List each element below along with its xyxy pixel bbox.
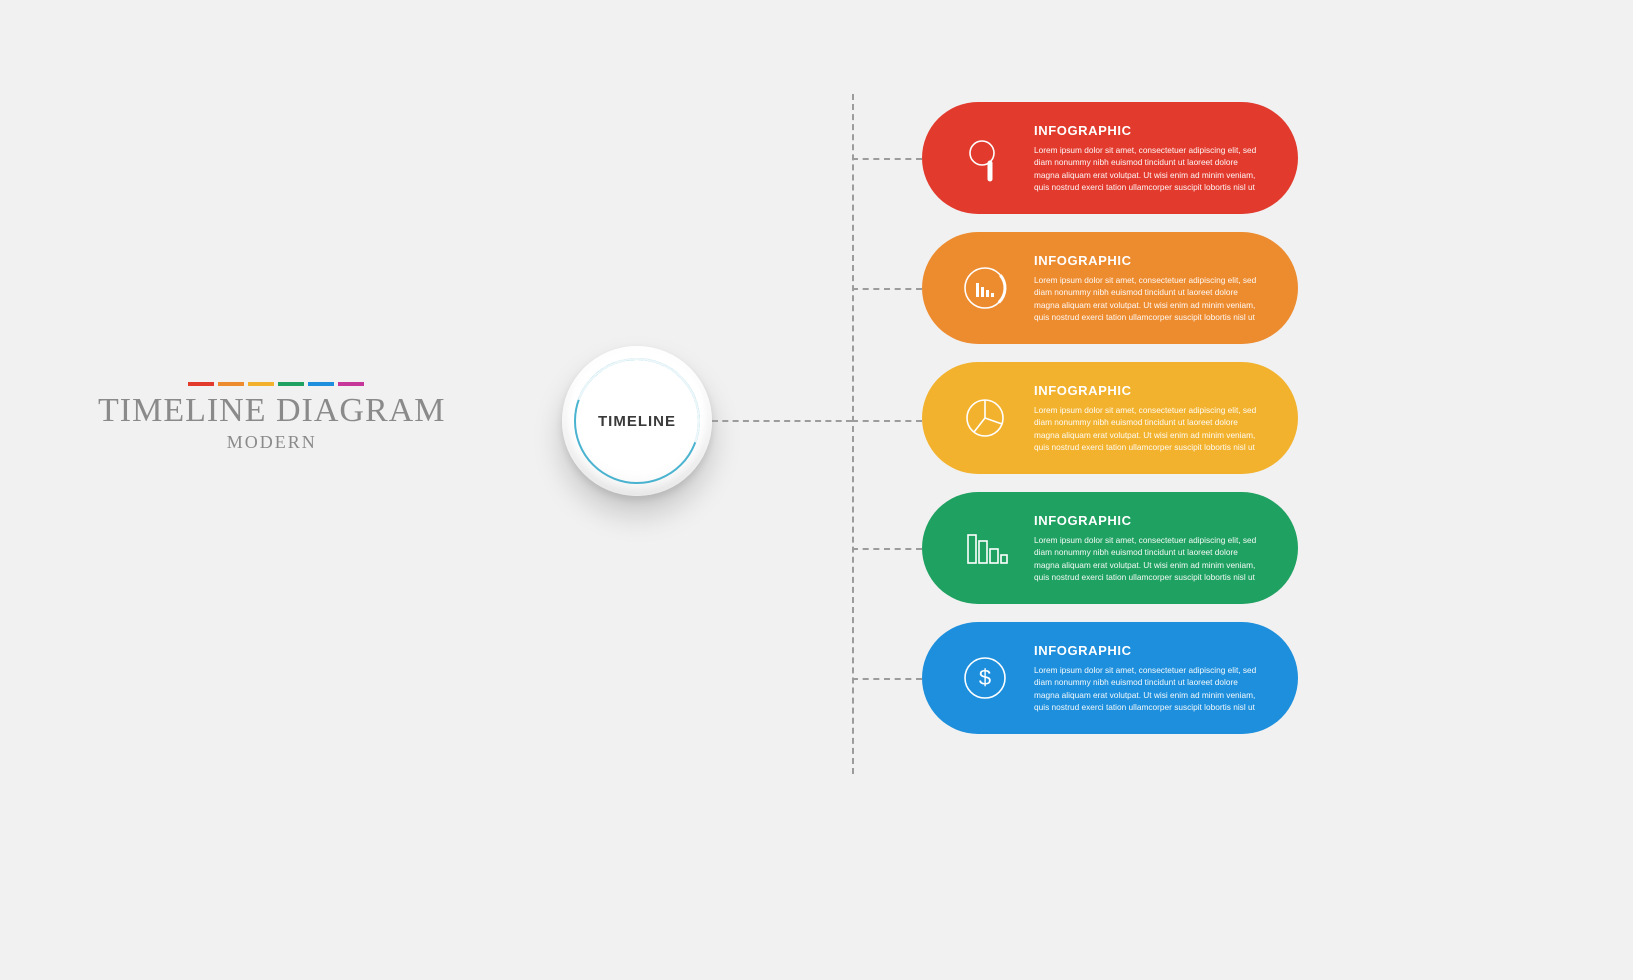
pie-chart-icon [950, 393, 1020, 443]
bar-chart-icon [950, 523, 1020, 573]
strip-seg [188, 382, 214, 386]
infographic-canvas: TIMELINE DIAGRAM MODERN TIMELINE INFOGRA… [0, 0, 1633, 980]
timeline-item: INFOGRAPHIC Lorem ipsum dolor sit amet, … [922, 232, 1298, 344]
item-title: INFOGRAPHIC [1034, 513, 1264, 528]
connector-branch [852, 548, 922, 550]
item-body: Lorem ipsum dolor sit amet, consectetuer… [1034, 534, 1264, 582]
strip-seg [248, 382, 274, 386]
item-body: Lorem ipsum dolor sit amet, consectetuer… [1034, 404, 1264, 452]
connector-spine [852, 94, 854, 774]
item-body: Lorem ipsum dolor sit amet, consectetuer… [1034, 664, 1264, 712]
timeline-item: $ INFOGRAPHIC Lorem ipsum dolor sit amet… [922, 622, 1298, 734]
sub-title: MODERN [98, 432, 445, 453]
connector-branch [852, 420, 922, 422]
main-title: TIMELINE DIAGRAM [98, 392, 445, 430]
svg-text:$: $ [979, 665, 991, 690]
item-title: INFOGRAPHIC [1034, 643, 1264, 658]
center-circle: TIMELINE [562, 346, 712, 496]
timeline-item: INFOGRAPHIC Lorem ipsum dolor sit amet, … [922, 492, 1298, 604]
item-body: Lorem ipsum dolor sit amet, consectetuer… [1034, 144, 1264, 192]
strip-seg [278, 382, 304, 386]
dollar-icon: $ [950, 653, 1020, 703]
connector-trunk [712, 420, 852, 422]
title-color-strip [188, 382, 445, 386]
item-title: INFOGRAPHIC [1034, 253, 1264, 268]
title-block: TIMELINE DIAGRAM MODERN [98, 382, 445, 453]
strip-seg [338, 382, 364, 386]
strip-seg [218, 382, 244, 386]
item-title: INFOGRAPHIC [1034, 383, 1264, 398]
connector-branch [852, 678, 922, 680]
connector-branch [852, 288, 922, 290]
timeline-item: INFOGRAPHIC Lorem ipsum dolor sit amet, … [922, 102, 1298, 214]
item-body: Lorem ipsum dolor sit amet, consectetuer… [1034, 274, 1264, 322]
item-title: INFOGRAPHIC [1034, 123, 1264, 138]
timeline-item: INFOGRAPHIC Lorem ipsum dolor sit amet, … [922, 362, 1298, 474]
magnifier-icon [950, 133, 1020, 183]
center-label: TIMELINE [598, 413, 676, 430]
strip-seg [308, 382, 334, 386]
connector-branch [852, 158, 922, 160]
bar-circle-icon [950, 263, 1020, 313]
